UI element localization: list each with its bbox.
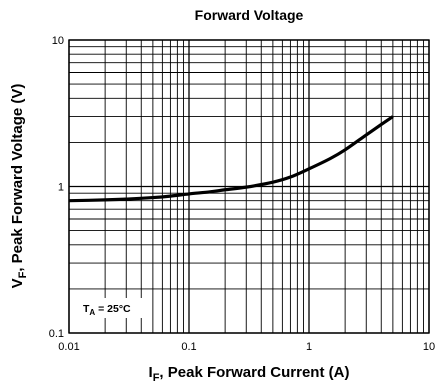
y-axis-label-main: V	[9, 278, 26, 288]
y-tick-label: 10	[52, 35, 64, 47]
series-layer	[69, 117, 393, 201]
y-axis-label: VF, Peak Forward Voltage (V)	[9, 84, 29, 289]
plot-area	[69, 40, 429, 333]
chart-title: Forward Voltage	[195, 7, 304, 23]
y-axis-label-rest: , Peak Forward Voltage (V)	[9, 84, 26, 272]
series-line	[69, 117, 393, 201]
y-tick-label: 1	[58, 182, 64, 194]
x-tick-label: 0.1	[181, 341, 196, 353]
y-tick-label: 0.1	[49, 328, 64, 340]
annotation-rest: = 25°C	[95, 303, 131, 315]
x-axis-label: IF, Peak Forward Current (A)	[149, 364, 350, 384]
y-tick-labels: 0.1 1 10	[49, 35, 64, 340]
x-tick-label: 1	[306, 341, 312, 353]
x-axis-label-rest: , Peak Forward Current (A)	[159, 364, 349, 381]
x-tick-label: 10	[423, 341, 435, 353]
annotation-box: TA = 25°C	[79, 298, 143, 318]
x-tick-labels: 0.01 0.1 1 10	[58, 341, 435, 353]
x-tick-label: 0.01	[58, 341, 79, 353]
